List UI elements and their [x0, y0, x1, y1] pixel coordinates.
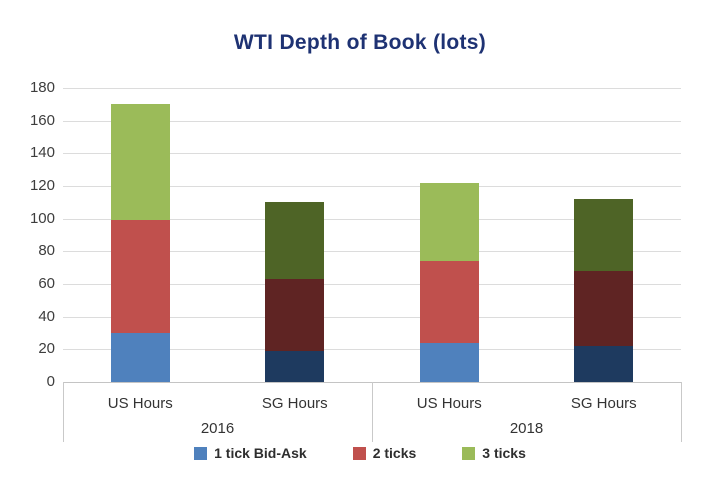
y-gridline [63, 153, 681, 155]
legend: 1 tick Bid-Ask 2 ticks 3 ticks [0, 445, 720, 461]
y-tick-label: 60 [38, 275, 55, 292]
y-gridline [63, 349, 681, 351]
bar-segment [265, 202, 325, 280]
y-gridline [63, 316, 681, 318]
group-label: 2016 [200, 420, 235, 437]
y-gridline [63, 120, 681, 122]
axis-group-separator [681, 382, 682, 442]
category-label: US Hours [416, 395, 482, 412]
bar-segment [574, 270, 634, 347]
y-tick-label: 0 [46, 373, 55, 390]
axis-group-separator [63, 382, 64, 442]
legend-label: 1 tick Bid-Ask [214, 445, 307, 461]
y-gridline [63, 284, 681, 285]
y-tick-label: 40 [38, 307, 55, 325]
chart-title: WTI Depth of Book (lots) [233, 31, 487, 54]
y-gridline [63, 251, 681, 253]
bar-segment [574, 199, 634, 271]
legend-item: 1 tick Bid-Ask [194, 445, 307, 461]
y-gridline [63, 186, 681, 187]
y-tick-label: 180 [29, 79, 55, 96]
legend-label: 2 ticks [372, 445, 417, 461]
legend-swatch [352, 446, 366, 460]
y-tick-label: 20 [38, 340, 55, 358]
y-tick-label: 160 [29, 111, 55, 129]
bar-segment [265, 279, 325, 351]
legend-item: 3 ticks [462, 445, 526, 461]
legend-swatch [462, 446, 476, 460]
bar-segment [110, 104, 170, 221]
category-label: SG Hours [570, 395, 637, 412]
bar-segment [419, 182, 479, 262]
bar-segment [110, 220, 170, 333]
legend-label: 3 ticks [482, 445, 526, 461]
legend-item: 2 ticks [352, 445, 417, 461]
y-tick-label: 120 [29, 177, 55, 194]
y-gridline [63, 88, 681, 89]
category-label: SG Hours [261, 395, 328, 412]
legend-swatch [194, 446, 208, 460]
y-tick-label: 140 [29, 144, 55, 162]
axis-group-separator [372, 382, 373, 442]
y-gridline [63, 218, 681, 220]
bar-segment [110, 333, 170, 382]
bar-segment [574, 346, 634, 382]
y-tick-label: 100 [29, 209, 55, 227]
y-tick-label: 80 [38, 242, 55, 260]
bar-segment [419, 342, 479, 382]
category-label: US Hours [107, 395, 173, 412]
group-label: 2018 [509, 420, 544, 437]
bar-segment [419, 261, 479, 343]
bar-segment [265, 350, 325, 382]
